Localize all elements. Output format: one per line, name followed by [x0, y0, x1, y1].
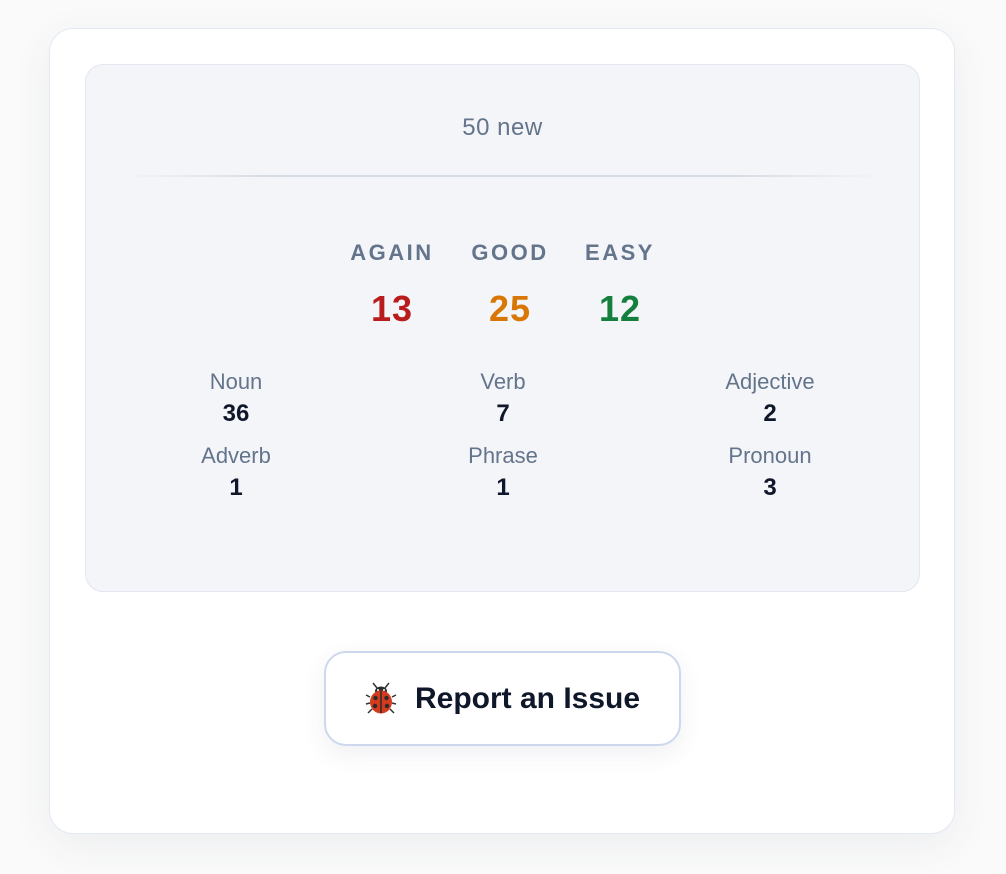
divider — [124, 175, 881, 177]
pos-verb: Verb 7 — [393, 369, 613, 428]
pos-noun: Noun 36 — [126, 369, 346, 428]
rating-good-value: 25 — [488, 288, 532, 329]
stats-panel: 50 new AGAIN 13 GOOD 25 EASY 12 Noun 36 … — [85, 64, 920, 592]
report-issue-button[interactable]: Report an Issue — [324, 651, 681, 746]
rating-good: GOOD 25 — [440, 240, 580, 330]
pos-pronoun-label: Pronoun — [728, 443, 812, 468]
pos-phrase: Phrase 1 — [393, 443, 613, 502]
pos-adverb-count: 1 — [229, 474, 243, 501]
rating-easy: EASY 12 — [550, 240, 690, 330]
pos-adjective: Adjective 2 — [660, 369, 880, 428]
rating-easy-value: 12 — [598, 288, 642, 329]
rating-good-label: GOOD — [471, 240, 549, 265]
pos-phrase-label: Phrase — [468, 443, 538, 468]
rating-again-value: 13 — [370, 288, 414, 329]
rating-easy-label: EASY — [585, 240, 655, 265]
rating-again-label: AGAIN — [350, 240, 434, 265]
pos-pronoun-count: 3 — [763, 474, 777, 501]
pos-adverb-label: Adverb — [201, 443, 271, 468]
ladybug-icon — [365, 682, 397, 716]
pos-adverb: Adverb 1 — [126, 443, 346, 502]
rating-again: AGAIN 13 — [322, 240, 462, 330]
pos-pronoun: Pronoun 3 — [660, 443, 880, 502]
pos-adjective-count: 2 — [763, 400, 777, 427]
pos-verb-label: Verb — [480, 369, 526, 394]
pos-noun-count: 36 — [222, 400, 250, 427]
pos-verb-count: 7 — [496, 400, 510, 427]
report-issue-label: Report an Issue — [414, 681, 641, 715]
pos-noun-label: Noun — [209, 369, 263, 394]
pos-phrase-count: 1 — [496, 474, 510, 501]
pos-adjective-label: Adjective — [725, 369, 815, 394]
new-cards-count: 50 new — [462, 114, 543, 141]
